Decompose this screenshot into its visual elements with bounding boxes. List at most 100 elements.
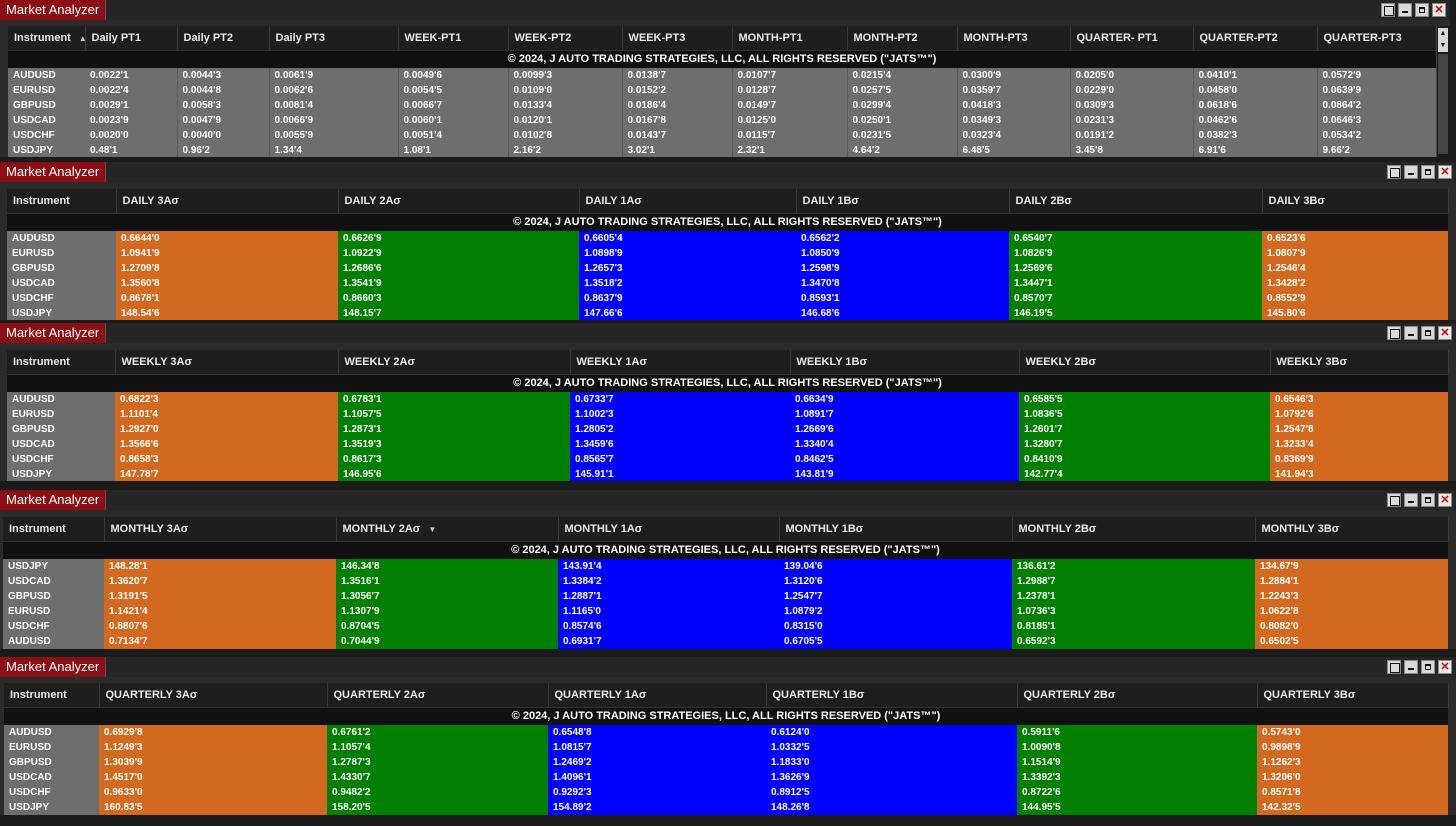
value-cell[interactable]: 1.3620'7	[104, 574, 336, 589]
value-cell[interactable]: 1.3392'3	[1017, 770, 1257, 785]
column-header-instrument[interactable]: Instrument	[7, 350, 116, 375]
value-cell[interactable]: 0.8410'9	[1019, 452, 1270, 467]
value-cell[interactable]: 1.0898'9	[579, 246, 796, 261]
value-cell[interactable]: 147.78'7	[115, 467, 338, 481]
instrument-cell[interactable]: USDCAD	[3, 574, 104, 589]
table-row[interactable]: USDCAD 1.3620'7 1.3516'1 1.3384'2 1.3120'6 1.…	[3, 574, 1448, 589]
value-cell[interactable]: 0.0639'9	[1317, 83, 1437, 98]
table-row[interactable]: USDJPY 160.83'5 158.20'5 154.89'2 148.26'8 14…	[4, 800, 1448, 815]
table-row[interactable]: USDCAD 0.0023'9 0.0047'9 0.0066'9 0.0060'1 0.…	[8, 113, 1437, 128]
value-cell[interactable]: 160.83'5	[99, 800, 327, 815]
value-cell[interactable]: 1.1057'5	[338, 407, 570, 422]
value-cell[interactable]: 0.0462'6	[1193, 113, 1318, 128]
value-cell[interactable]: 0.0066'9	[269, 113, 399, 128]
instrument-cell[interactable]: USDCAD	[7, 437, 115, 452]
column-header[interactable]: MONTH-PT1	[732, 26, 848, 51]
value-cell[interactable]: 0.8574'6	[558, 619, 779, 634]
value-cell[interactable]: 1.4517'0	[99, 770, 327, 785]
value-cell[interactable]: 0.0115'7	[732, 128, 848, 143]
instrument-cell[interactable]: USDCHF	[3, 619, 104, 634]
column-header[interactable]: QUARTER- PT1	[1070, 26, 1194, 51]
value-cell[interactable]: 0.0049'6	[398, 68, 509, 83]
instrument-cell[interactable]: USDJPY	[7, 306, 116, 320]
table-row[interactable]: GBPUSD 1.2709'8 1.2686'6 1.2657'3 1.2598'9 1.…	[7, 261, 1448, 276]
value-cell[interactable]: 1.2709'8	[116, 261, 338, 276]
close-icon[interactable]	[1438, 660, 1452, 674]
value-cell[interactable]: 143.81'9	[790, 467, 1019, 481]
value-cell[interactable]: 0.6562'2	[796, 231, 1009, 246]
value-cell[interactable]: 0.0044'3	[177, 68, 270, 83]
column-header[interactable]: WEEKLY 1Aσ	[570, 350, 791, 375]
value-cell[interactable]: 1.2884'1	[1255, 574, 1448, 589]
table-row[interactable]: USDCAD 1.4517'0 1.4330'7 1.4096'1 1.3626'9 1.…	[4, 770, 1448, 785]
value-cell[interactable]: 0.0051'4	[398, 128, 509, 143]
value-cell[interactable]: 1.2601'7	[1019, 422, 1270, 437]
value-cell[interactable]: 0.6605'4	[579, 231, 796, 246]
title-bar[interactable]: Market Analyzer	[0, 657, 1456, 677]
value-cell[interactable]: 0.48'1	[85, 143, 178, 157]
value-cell[interactable]: 3.02'1	[622, 143, 733, 157]
value-cell[interactable]: 0.0133'4	[508, 98, 623, 113]
value-cell[interactable]: 1.3384'2	[558, 574, 779, 589]
value-cell[interactable]: 1.34'4	[269, 143, 399, 157]
value-cell[interactable]: 1.1101'4	[115, 407, 338, 422]
instrument-cell[interactable]: USDJPY	[4, 800, 99, 815]
value-cell[interactable]: 1.1249'3	[99, 740, 327, 755]
instrument-cell[interactable]: GBPUSD	[3, 589, 104, 604]
table-row[interactable]: USDJPY 148.28'1 146.34'8 143.91'4 139.04'6 13…	[3, 559, 1448, 574]
instrument-cell[interactable]: AUDUSD	[7, 392, 115, 407]
column-header[interactable]: WEEK-PT3	[622, 26, 733, 51]
table-row[interactable]: USDJPY 0.48'1 0.96'2 1.34'4 1.08'1 2.16'2 3.02…	[8, 143, 1437, 157]
value-cell[interactable]: 0.8552'9	[1262, 291, 1448, 306]
value-cell[interactable]: 0.6585'5	[1019, 392, 1270, 407]
value-cell[interactable]: 1.08'1	[398, 143, 509, 157]
column-header[interactable]: MONTHLY 3Aσ	[104, 517, 337, 542]
value-cell[interactable]: 139.04'6	[779, 559, 1012, 574]
minimize-icon[interactable]	[1404, 326, 1418, 340]
value-cell[interactable]: 0.0066'7	[398, 98, 509, 113]
value-cell[interactable]: 0.7134'7	[104, 634, 336, 649]
value-cell[interactable]: 0.0152'2	[622, 83, 733, 98]
table-row[interactable]: USDJPY 148.54'6 148.15'7 147.66'6 146.68'6 14…	[7, 306, 1448, 320]
minimize-icon[interactable]	[1398, 3, 1412, 17]
value-cell[interactable]: 0.8658'3	[115, 452, 338, 467]
value-cell[interactable]: 1.3566'6	[115, 437, 338, 452]
value-cell[interactable]: 1.0891'7	[790, 407, 1019, 422]
minimize-icon[interactable]	[1404, 493, 1418, 507]
value-cell[interactable]: 9.66'2	[1317, 143, 1437, 157]
table-row[interactable]: AUDUSD 0.0022'1 0.0044'3 0.0061'9 0.0049'6 0.…	[8, 68, 1437, 83]
value-cell[interactable]: 0.8722'6	[1017, 785, 1257, 800]
restore-icon[interactable]	[1381, 3, 1395, 17]
column-header[interactable]: DAILY 1Aσ	[579, 189, 797, 214]
value-cell[interactable]: 0.9898'9	[1257, 740, 1448, 755]
value-cell[interactable]: 142.32'5	[1257, 800, 1448, 815]
table-row[interactable]: AUDUSD 0.6929'8 0.6761'2 0.6548'8 0.6124'0 0.…	[4, 725, 1448, 740]
value-cell[interactable]: 0.6783'1	[338, 392, 570, 407]
value-cell[interactable]: 0.0864'2	[1317, 98, 1437, 113]
table-row[interactable]: USDCAD 1.3560'8 1.3541'9 1.3518'2 1.3470'8 1.…	[7, 276, 1448, 291]
value-cell[interactable]: 0.0231'5	[847, 128, 958, 143]
column-header-instrument[interactable]: Instrument	[3, 517, 105, 542]
table-row[interactable]: USDCHF 0.0020'0 0.0040'0 0.0055'9 0.0051'4 0.…	[8, 128, 1437, 143]
value-cell[interactable]: 0.0107'7	[732, 68, 848, 83]
title-bar[interactable]: Market Analyzer	[0, 0, 1450, 20]
value-cell[interactable]: 1.2787'3	[327, 755, 548, 770]
value-cell[interactable]: 1.1057'4	[327, 740, 548, 755]
sort-arrow-icon[interactable]: ▼	[428, 524, 437, 534]
value-cell[interactable]: 146.68'6	[796, 306, 1009, 320]
column-header[interactable]: QUARTER-PT3	[1317, 26, 1437, 51]
value-cell[interactable]: 136.61'2	[1012, 559, 1255, 574]
value-cell[interactable]: 1.0826'9	[1009, 246, 1262, 261]
value-cell[interactable]: 1.3518'2	[579, 276, 796, 291]
value-cell[interactable]: 0.0215'4	[847, 68, 958, 83]
value-cell[interactable]: 0.0205'0	[1070, 68, 1194, 83]
value-cell[interactable]: 1.3516'1	[336, 574, 558, 589]
value-cell[interactable]: 141.94'3	[1270, 467, 1448, 481]
value-cell[interactable]: 2.16'2	[508, 143, 623, 157]
value-cell[interactable]: 0.0044'8	[177, 83, 270, 98]
value-cell[interactable]: 0.0191'2	[1070, 128, 1194, 143]
value-cell[interactable]: 0.8462'5	[790, 452, 1019, 467]
value-cell[interactable]: 154.89'2	[548, 800, 766, 815]
value-cell[interactable]: 0.8912'5	[766, 785, 1017, 800]
value-cell[interactable]: 1.0792'6	[1270, 407, 1448, 422]
